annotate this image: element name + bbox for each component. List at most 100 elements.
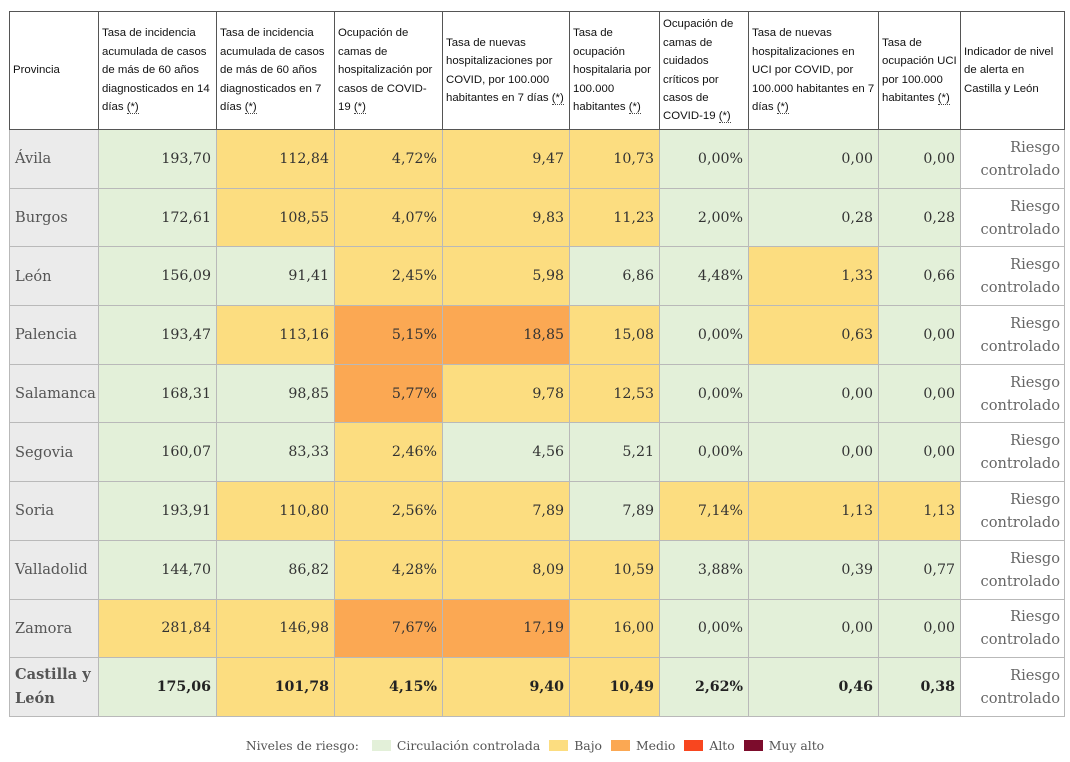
indicator-cell: 86,82 xyxy=(216,539,335,600)
footnote-marker[interactable]: (*) xyxy=(937,91,950,105)
indicator-cell: 0,00 xyxy=(878,422,961,483)
alert-level-cell: Riesgo controlado xyxy=(960,246,1065,307)
footnote-marker[interactable]: (*) xyxy=(126,101,139,115)
indicator-cell: 0,00 xyxy=(878,305,961,365)
column-header: Tasa de incidencia acumulada de casos de… xyxy=(216,11,335,130)
indicator-cell: 5,77% xyxy=(334,363,443,424)
column-header-label: Indicador de nivel de alerta en Castilla… xyxy=(964,45,1054,95)
indicator-cell: 4,07% xyxy=(334,187,443,248)
table-row: Zamora 281,84 146,98 7,67% 17,19 16,00 0,00% 0,… xyxy=(9,598,1065,659)
footnote-marker[interactable]: (*) xyxy=(244,101,257,115)
table-row: Ávila 193,70 112,84 4,72% 9,47 10,73 0,00% 0,00… xyxy=(9,129,1065,189)
column-header: Tasa de ocupación hospitalaria por 100.0… xyxy=(569,11,660,130)
alert-level-cell: Riesgo controlado xyxy=(960,481,1065,541)
indicator-cell: 0,00% xyxy=(659,305,749,365)
indicator-cell: 2,62% xyxy=(659,657,749,718)
indicator-cell: 0,66 xyxy=(878,246,961,307)
indicator-cell: 4,72% xyxy=(334,129,443,189)
indicator-cell: 0,00% xyxy=(659,363,749,424)
indicator-cell: 0,00 xyxy=(748,363,879,424)
indicator-cell: 0,00 xyxy=(748,598,879,659)
table-total-row: Castilla y León 175,06 101,78 4,15% 9,40 10,4… xyxy=(9,657,1065,718)
indicator-cell: 0,00% xyxy=(659,129,749,189)
indicator-cell: 146,98 xyxy=(216,598,335,659)
indicator-cell: 4,28% xyxy=(334,539,443,600)
indicator-cell: 0,28 xyxy=(748,187,879,248)
indicator-cell: 16,00 xyxy=(569,598,660,659)
province-name: Castilla y León xyxy=(9,657,99,718)
column-header: Tasa de nuevas hospitalizaciones por COV… xyxy=(442,11,570,130)
indicator-cell: 281,84 xyxy=(98,598,217,659)
table-body: Ávila 193,70 112,84 4,72% 9,47 10,73 0,00% 0,00… xyxy=(9,129,1065,718)
province-name: Salamanca xyxy=(9,363,99,424)
indicator-cell: 0,39 xyxy=(748,539,879,600)
alert-level-cell: Riesgo controlado xyxy=(960,657,1065,718)
indicator-cell: 1,13 xyxy=(878,481,961,541)
indicator-cell: 9,78 xyxy=(442,363,570,424)
footnote-marker[interactable]: (*) xyxy=(628,101,641,115)
indicator-cell: 7,89 xyxy=(442,481,570,541)
indicator-cell: 6,86 xyxy=(569,246,660,307)
province-name: Valladolid xyxy=(9,539,99,600)
legend-item: Alto xyxy=(684,738,735,753)
indicator-cell: 10,59 xyxy=(569,539,660,600)
province-name: León xyxy=(9,246,99,307)
column-header: Ocupación de camas de hospitalización po… xyxy=(334,11,443,130)
legend-item: Bajo xyxy=(549,738,602,753)
province-name: Palencia xyxy=(9,305,99,365)
column-header-label: Tasa de nuevas hospitalizaciones en UCI … xyxy=(752,27,875,114)
footnote-marker[interactable]: (*) xyxy=(353,101,366,115)
indicator-cell: 2,46% xyxy=(334,422,443,483)
footnote-marker[interactable]: (*) xyxy=(776,101,789,115)
indicator-cell: 156,09 xyxy=(98,246,217,307)
indicator-cell: 0,00 xyxy=(878,598,961,659)
column-header: Ocupación de camas de cuidados críticos … xyxy=(659,11,749,130)
indicator-cell: 0,63 xyxy=(748,305,879,365)
indicator-cell: 5,21 xyxy=(569,422,660,483)
indicator-cell: 4,15% xyxy=(334,657,443,718)
column-header-label: Ocupación de camas de cuidados críticos … xyxy=(663,18,734,123)
footnote-marker[interactable]: (*) xyxy=(551,91,564,105)
alert-level-cell: Riesgo controlado xyxy=(960,422,1065,483)
indicator-cell: 2,00% xyxy=(659,187,749,248)
alert-level-cell: Riesgo controlado xyxy=(960,539,1065,600)
indicator-cell: 4,48% xyxy=(659,246,749,307)
table-row: Soria 193,91 110,80 2,56% 7,89 7,89 7,14% 1,13 1… xyxy=(9,481,1065,541)
indicator-cell: 0,00 xyxy=(878,129,961,189)
indicator-cell: 160,07 xyxy=(98,422,217,483)
indicator-cell: 168,31 xyxy=(98,363,217,424)
indicator-cell: 9,83 xyxy=(442,187,570,248)
indicator-cell: 0,77 xyxy=(878,539,961,600)
indicator-cell: 193,47 xyxy=(98,305,217,365)
indicator-cell: 2,56% xyxy=(334,481,443,541)
table-row: Salamanca 168,31 98,85 5,77% 9,78 12,53 0,00% 0… xyxy=(9,363,1065,424)
legend-item: Circulación controlada xyxy=(371,738,540,753)
column-header: Tasa de incidencia acumulada de casos de… xyxy=(98,11,217,130)
indicator-cell: 5,98 xyxy=(442,246,570,307)
province-name: Ávila xyxy=(9,129,99,189)
column-header: Tasa de ocupación UCI por 100.000 habita… xyxy=(878,11,961,130)
indicator-cell: 15,08 xyxy=(569,305,660,365)
column-header-label: Tasa de ocupación UCI por 100.000 habita… xyxy=(882,36,957,104)
legend-label: Bajo xyxy=(574,738,602,753)
province-name: Zamora xyxy=(9,598,99,659)
indicator-cell: 172,61 xyxy=(98,187,217,248)
legend-swatch xyxy=(743,740,763,751)
indicator-cell: 7,89 xyxy=(569,481,660,541)
alert-level-cell: Riesgo controlado xyxy=(960,305,1065,365)
column-header-label: Provincia xyxy=(13,64,60,77)
indicator-cell: 0,00% xyxy=(659,598,749,659)
indicator-cell: 7,14% xyxy=(659,481,749,541)
province-name: Burgos xyxy=(9,187,99,248)
footnote-marker[interactable]: (*) xyxy=(718,110,731,124)
indicator-cell: 83,33 xyxy=(216,422,335,483)
indicator-cell: 7,67% xyxy=(334,598,443,659)
indicator-cell: 112,84 xyxy=(216,129,335,189)
indicator-cell: 101,78 xyxy=(216,657,335,718)
table-header-row: Provincia Tasa de incidencia acumulada de… xyxy=(9,11,1065,130)
indicator-cell: 110,80 xyxy=(216,481,335,541)
indicator-cell: 0,46 xyxy=(748,657,879,718)
column-header-label: Tasa de nuevas hospitalizaciones por COV… xyxy=(446,36,553,104)
column-header: Provincia xyxy=(9,11,99,130)
indicator-cell: 98,85 xyxy=(216,363,335,424)
